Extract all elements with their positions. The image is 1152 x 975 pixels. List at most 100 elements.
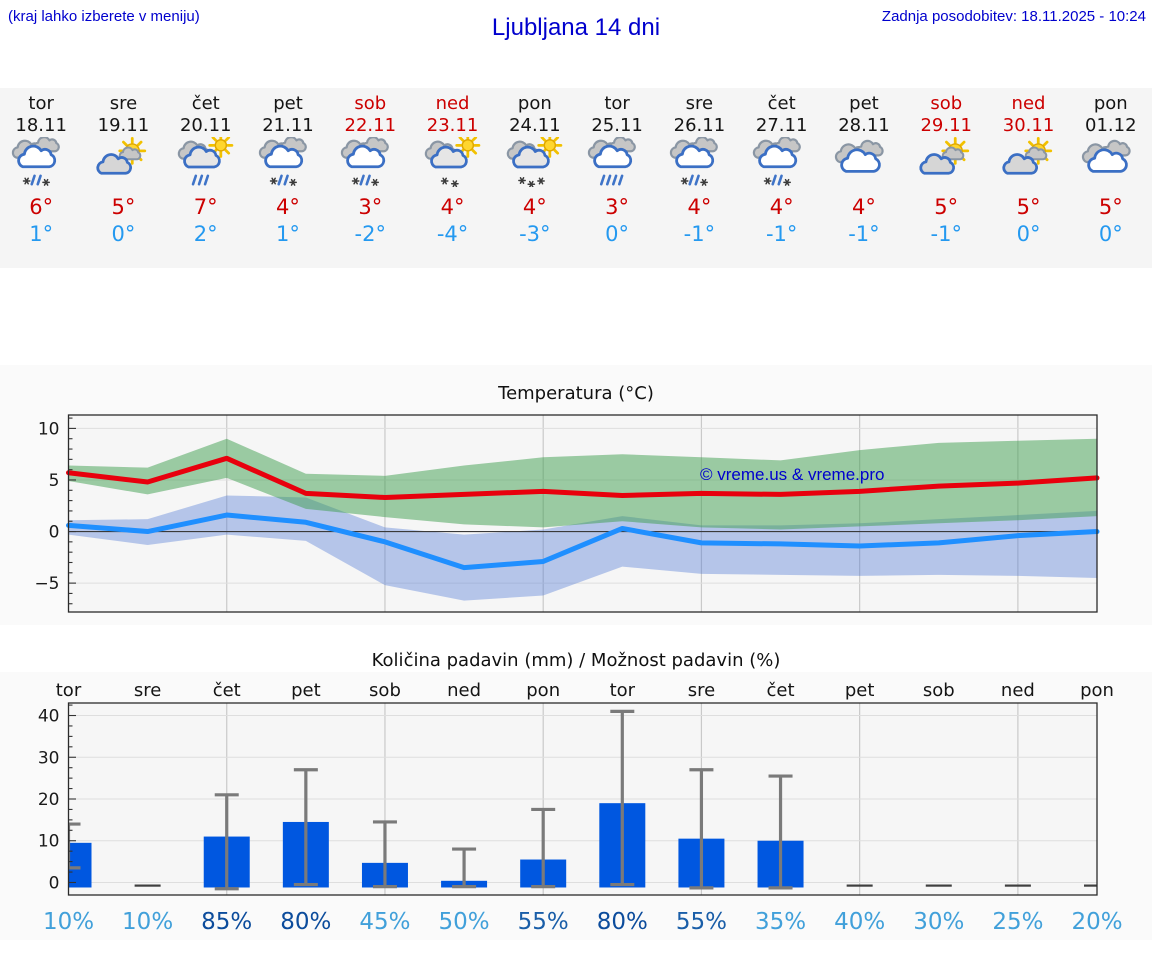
svg-text:20: 20	[38, 790, 60, 810]
precip-day-label: sob	[369, 680, 401, 701]
temperature-chart: 10 5 0 −5	[34, 414, 1100, 613]
forecast-day: sob 22.11 3° -2°	[329, 88, 411, 268]
day-name-label: pon	[517, 93, 552, 114]
precip-day-label: čet	[213, 680, 241, 701]
weather-icon-cloud	[834, 139, 884, 173]
low-temp-label: 1°	[29, 222, 54, 246]
day-date-label: 26.11	[673, 115, 726, 136]
high-temp-label: 4°	[769, 195, 794, 219]
high-temp-label: 6°	[29, 195, 54, 219]
precip-probability-label: 25%	[992, 909, 1043, 935]
day-date-label: 22.11	[344, 115, 397, 136]
precip-day-label: ned	[1001, 680, 1035, 701]
svg-text:0: 0	[49, 523, 60, 543]
day-date-label: 25.11	[591, 115, 643, 136]
low-temp-label: -3°	[519, 222, 551, 246]
high-temp-label: 3°	[358, 195, 383, 219]
precipitation-chart: tor sre čet pet sob ned pon tor sre čet pet sob ned p…	[38, 680, 1123, 935]
day-name-label: sob	[930, 93, 963, 114]
precip-day-label: pon	[526, 680, 560, 701]
precip-bar-trace	[925, 884, 952, 887]
precip-bar-trace	[1004, 884, 1031, 887]
precip-bar-trace	[1084, 884, 1097, 887]
day-date-label: 23.11	[426, 115, 479, 136]
precip-probability-label: 40%	[834, 909, 885, 935]
temperature-chart-title: Temperatura (°C)	[498, 383, 654, 404]
precip-probability-label: 80%	[597, 909, 648, 935]
precip-day-label: čet	[767, 680, 795, 701]
page-header: (kraj lahko izberete v meniju) Ljubljana…	[0, 0, 1152, 88]
precip-day-label: tor	[56, 680, 82, 701]
day-name-label: pet	[273, 93, 303, 114]
weather-icon-sun-cloud	[919, 137, 970, 175]
precip-probability-label: 20%	[1071, 909, 1122, 935]
precip-day-label: sre	[134, 680, 161, 701]
last-updated-label: Zadnja posodobitev: 18.11.2025 - 10:24	[881, 8, 1146, 25]
forecast-day: sre 19.11 5° 0°	[82, 88, 164, 268]
day-date-label: 27.11	[755, 115, 808, 136]
day-date-label: 01.12	[1085, 115, 1137, 136]
low-temp-label: -2°	[354, 222, 386, 246]
precip-bar-trace	[134, 884, 161, 887]
weather-icon-sun-cloud	[1001, 137, 1052, 175]
day-name-label: sre	[685, 93, 714, 114]
high-temp-label: 5°	[1016, 195, 1041, 219]
forecast-day: tor 25.11 3° 0°	[576, 88, 658, 268]
precip-probability-label: 30%	[913, 909, 964, 935]
precip-day-label: sre	[688, 680, 715, 701]
day-name-label: pet	[849, 93, 879, 114]
watermark: © vreme.us & vreme.pro	[700, 465, 885, 484]
day-name-label: tor	[28, 93, 54, 114]
precip-day-label: pet	[291, 680, 321, 701]
max-temp-range-band	[68, 438, 1097, 530]
svg-text:40: 40	[38, 707, 60, 727]
low-temp-label: 0°	[1098, 222, 1123, 246]
day-date-label: 19.11	[97, 115, 150, 136]
precipitation-chart-title: Količina padavin (mm) / Možnost padavin …	[371, 650, 781, 671]
spacer: Količina padavin (mm) / Možnost padavin …	[0, 625, 1152, 672]
high-temp-label: 4°	[440, 195, 465, 219]
forecast-day: pet 28.11 4° -1°	[823, 88, 905, 268]
forecast-day: tor 18.11 6° 1°	[0, 88, 82, 268]
low-temp-label: 0°	[1016, 222, 1041, 246]
precip-bar-trace	[846, 884, 873, 887]
svg-text:10: 10	[38, 419, 60, 439]
high-temp-label: 5°	[111, 195, 136, 219]
max-temp-line	[66, 455, 1100, 501]
day-name-label: čet	[191, 93, 220, 114]
high-temp-label: 3°	[605, 195, 630, 219]
weather-icon-cloud-rain-snow	[341, 136, 390, 186]
weather-icon-cloud	[1081, 139, 1131, 173]
weather-icon-cloud-rain-snow	[258, 136, 307, 186]
weather-icon-cloud-rain-snow	[670, 136, 719, 186]
precip-probability-label: 10%	[43, 909, 94, 935]
precip-bars	[68, 709, 1097, 891]
day-date-label: 18.11	[15, 115, 67, 136]
weather-icon-sun-cloud-snow	[424, 132, 480, 188]
precip-probability-label: 35%	[755, 909, 806, 935]
precip-probability-label: 80%	[280, 909, 331, 935]
high-temp-label: 4°	[276, 195, 300, 219]
precip-day-label: sob	[923, 680, 955, 701]
day-date-label: 21.11	[262, 115, 314, 136]
day-name-label: čet	[767, 93, 796, 114]
weather-icon-cloud-rain-heavy	[587, 136, 636, 186]
spacer	[0, 940, 1152, 975]
svg-text:30: 30	[38, 748, 60, 768]
svg-text:−5: −5	[34, 574, 59, 594]
low-temp-label: -1°	[683, 222, 716, 246]
forecast-day: čet 27.11 4° -1°	[741, 88, 823, 268]
weather-icon-sun-cloud	[96, 137, 147, 175]
precip-day-label: ned	[447, 680, 481, 701]
day-date-label: 20.11	[179, 115, 232, 136]
forecast-day: sre 26.11 4° -1°	[658, 88, 740, 268]
day-date-label: 28.11	[838, 115, 890, 136]
svg-text:10: 10	[38, 832, 60, 852]
temperature-chart-section: Temperatura (°C) 10 5 0 −5 © vreme.us & vre…	[0, 365, 1152, 625]
forecast-day: pon 24.11 4° -3°	[494, 88, 576, 268]
high-temp-label: 4°	[852, 195, 876, 219]
high-temp-label: 7°	[193, 195, 218, 219]
forecast-day: ned 23.11 4° -4°	[411, 88, 493, 268]
precip-probability-label: 55%	[518, 909, 569, 935]
weather-icon-cloud-rain-snow	[752, 136, 801, 186]
